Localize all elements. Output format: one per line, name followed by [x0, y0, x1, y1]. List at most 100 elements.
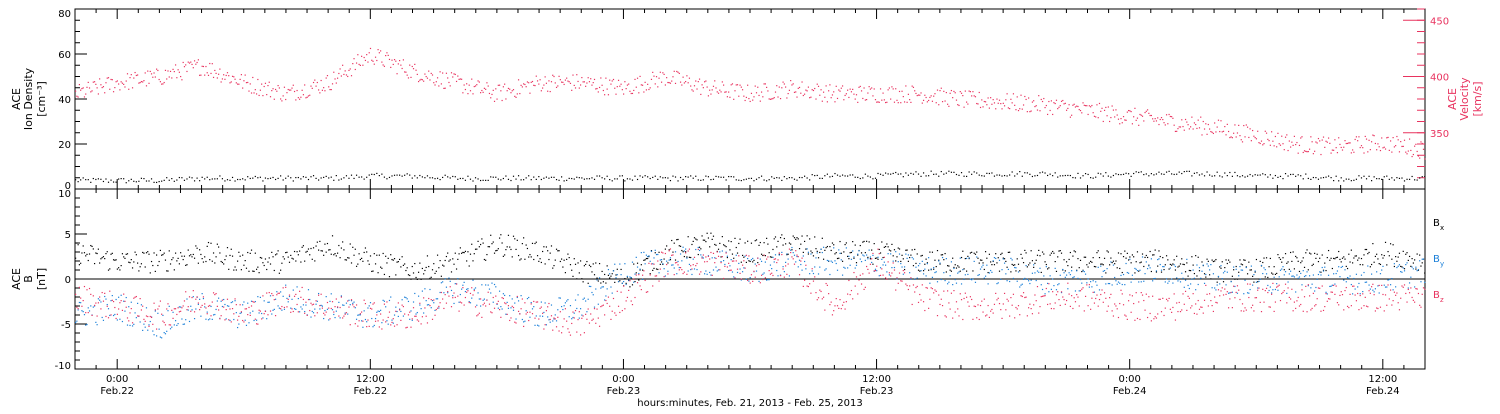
by-point [827, 260, 828, 261]
by-point [1284, 274, 1285, 275]
by-point [75, 322, 76, 323]
bx-point [827, 246, 828, 247]
bx-point [596, 277, 597, 278]
bz-point [1161, 311, 1162, 312]
by-point [1075, 290, 1076, 291]
bx-point [1394, 266, 1395, 267]
by-point [988, 283, 989, 284]
bx-point [436, 271, 437, 272]
bz-point [1189, 298, 1190, 299]
velocity-point [874, 88, 875, 89]
time-tick-label: 0:00 [1118, 374, 1140, 385]
density-point [399, 175, 400, 176]
density-point [627, 178, 628, 179]
by-point [1418, 269, 1419, 270]
density-point [1077, 173, 1078, 174]
bx-point [1217, 282, 1218, 283]
velocity-point [372, 61, 373, 62]
bx-point [1070, 252, 1071, 253]
by-point [1258, 281, 1259, 282]
velocity-point [1058, 107, 1059, 108]
density-point [521, 179, 522, 180]
bz-point [191, 297, 192, 298]
velocity-point [1052, 114, 1053, 115]
bz-point [264, 313, 265, 314]
bx-point [496, 250, 497, 251]
by-point [1131, 282, 1132, 283]
bz-point [542, 313, 543, 314]
density-point [475, 177, 476, 178]
by-point [260, 297, 261, 298]
by-point [100, 301, 101, 302]
velocity-point [1041, 99, 1042, 100]
velocity-point [75, 91, 76, 92]
bx-point [610, 276, 611, 277]
bx-point [256, 269, 257, 270]
bz-point [594, 308, 595, 309]
bz-point [528, 320, 529, 321]
velocity-point [1363, 152, 1364, 153]
by-point [1018, 271, 1019, 272]
density-point [153, 182, 154, 183]
bz-point [129, 312, 130, 313]
velocity-point [614, 88, 615, 89]
by-point [651, 251, 652, 252]
by-point [636, 257, 637, 258]
bz-point [637, 282, 638, 283]
bx-point [932, 252, 933, 253]
density-point [1163, 174, 1164, 175]
bx-point [1103, 264, 1104, 265]
by-point [926, 275, 927, 276]
bx-point [666, 245, 667, 246]
by-point [1091, 286, 1092, 287]
bz-point [251, 305, 252, 306]
velocity-point [748, 98, 749, 99]
by-point [1146, 261, 1147, 262]
bz-point [980, 305, 981, 306]
by-point [345, 313, 346, 314]
velocity-point [1279, 143, 1280, 144]
by-point [736, 255, 737, 256]
velocity-point [1043, 98, 1044, 99]
bx-point [632, 284, 633, 285]
bz-point [862, 273, 863, 274]
by-point [304, 311, 305, 312]
bz-point [1041, 296, 1042, 297]
velocity-point [1096, 104, 1097, 105]
bz-point [628, 290, 629, 291]
density-point [298, 177, 299, 178]
velocity-point [637, 78, 638, 79]
bz-point [208, 306, 209, 307]
bx-point [579, 272, 580, 273]
bz-point [515, 322, 516, 323]
bx-point [80, 263, 81, 264]
bx-point [698, 254, 699, 255]
by-point [571, 318, 572, 319]
density-point [1141, 171, 1142, 172]
by-point [375, 318, 376, 319]
by-point [321, 305, 322, 306]
bx-point [1294, 268, 1295, 269]
velocity-point [503, 86, 504, 87]
velocity-point [296, 90, 297, 91]
bx-point [1060, 250, 1061, 251]
by-point [1355, 288, 1356, 289]
bz-point [912, 304, 913, 305]
bz-point [1009, 315, 1010, 316]
density-point [662, 177, 663, 178]
by-point [555, 314, 556, 315]
bx-point [856, 262, 857, 263]
by-point [723, 260, 724, 261]
bx-point [919, 271, 920, 272]
bz-point [937, 315, 938, 316]
density-point [1262, 173, 1263, 174]
density-point [1277, 177, 1278, 178]
by-point [808, 252, 809, 253]
density-point [698, 179, 699, 180]
bx-point [703, 240, 704, 241]
velocity-point [1212, 132, 1213, 133]
by-point [1171, 279, 1172, 280]
bz-point [524, 302, 525, 303]
by-point [232, 301, 233, 302]
bx-point [794, 237, 795, 238]
